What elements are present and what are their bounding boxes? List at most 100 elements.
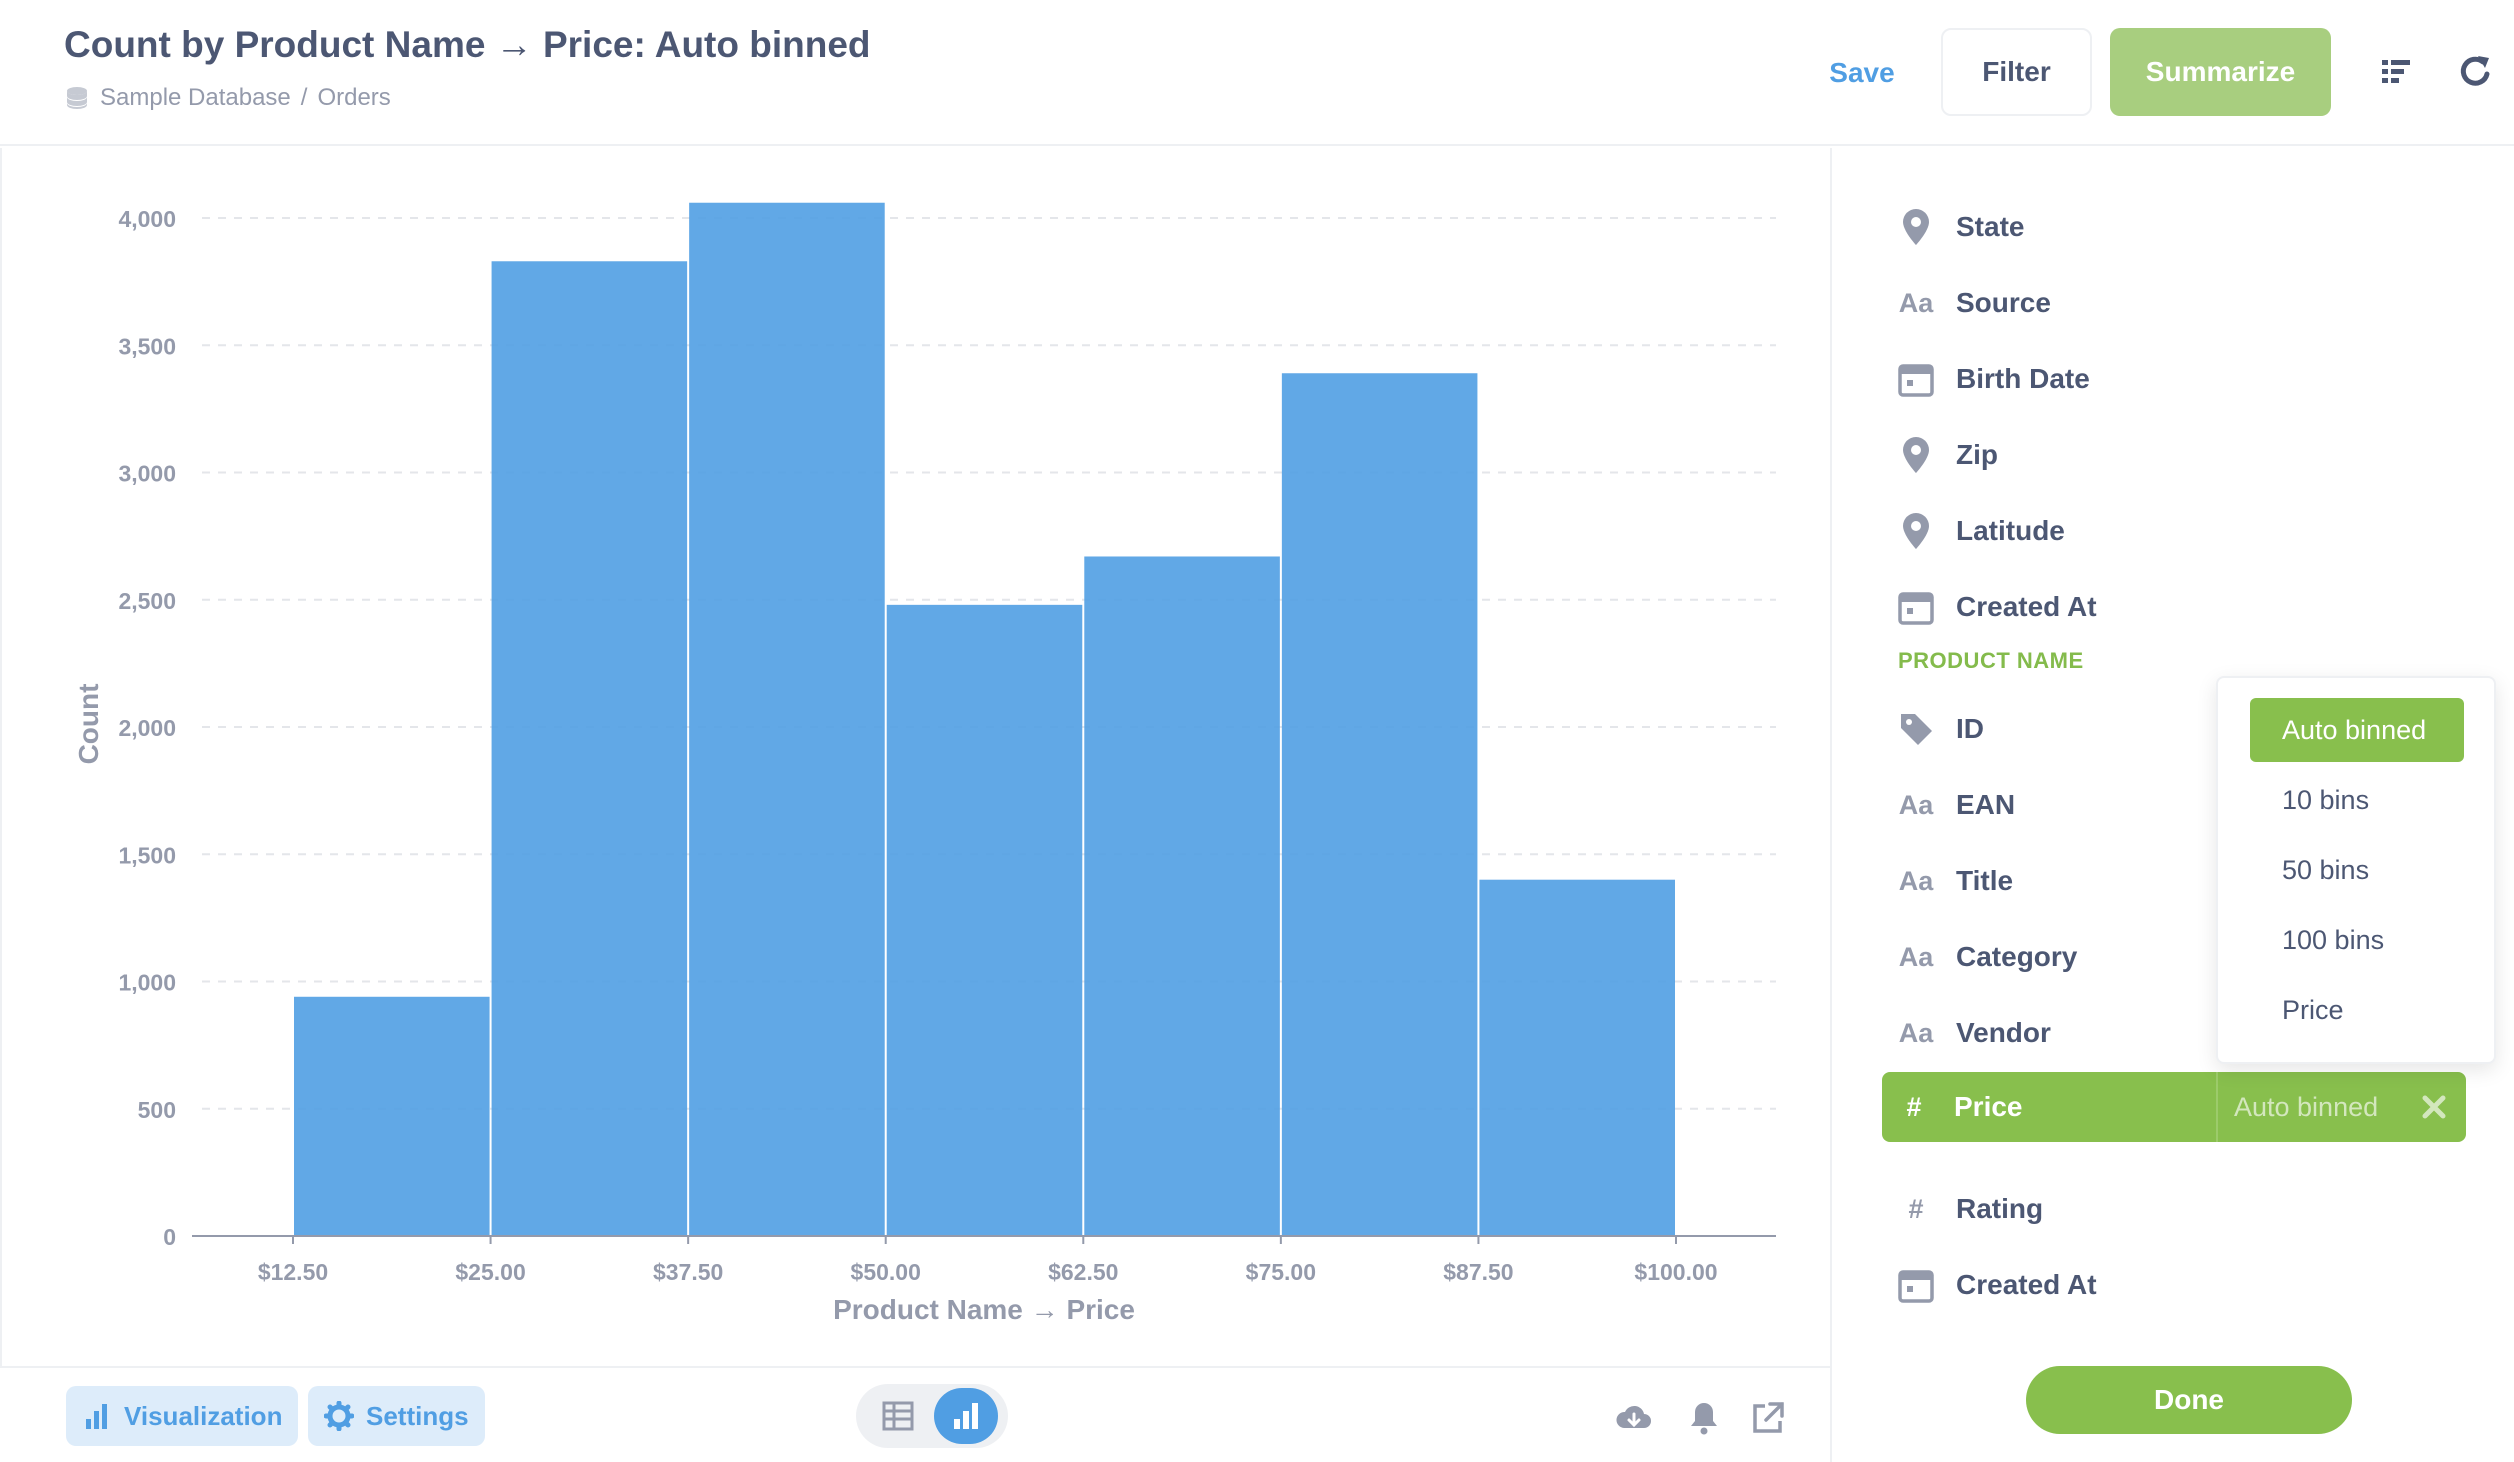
field-item-zip[interactable]: Zip [1896,430,1998,480]
database-icon [67,87,87,109]
refresh-icon[interactable] [2456,52,2496,92]
breadcrumb-database[interactable]: Sample Database [100,84,291,111]
done-button[interactable]: Done [2026,1366,2352,1434]
field-label: Category [1956,941,2078,972]
histogram-bar[interactable] [1281,373,1478,1236]
y-tick-label: 4,000 [118,206,176,232]
selected-field-label: Price [1954,1091,2023,1122]
settings-button[interactable]: Settings [308,1386,485,1446]
field-label: Created At [1956,591,2097,622]
field-item-ean[interactable]: Aa EAN [1896,780,2015,830]
bell-icon[interactable] [1684,1398,1724,1438]
field-label: Birth Date [1956,363,2090,394]
breadcrumb-separator: / [300,84,308,111]
field-label: Rating [1956,1193,2044,1224]
visualization-area: 0 500 1,000 1,500 2,000 2,500 3,000 3,500 4,000 … [0,148,1832,1366]
selected-field-price[interactable]: # Price Auto binned [1882,1072,2466,1142]
table-icon [882,1401,914,1431]
breadcrumb: Sample Database / Orders [64,84,391,112]
histogram-bar[interactable] [1479,879,1675,1236]
x-axis-label: Product Name → Price [833,1294,1135,1325]
view-toggle [856,1384,1008,1448]
field-label: Zip [1956,439,1998,470]
histogram-bar[interactable] [886,604,1083,1236]
field-item-created-at[interactable]: Created At [1896,1260,2097,1310]
field-label: Vendor [1956,1017,2051,1048]
filter-button[interactable]: Filter [1941,28,2092,116]
field-item-state[interactable]: State [1896,202,2024,252]
field-item-birth-date[interactable]: Birth Date [1896,354,2090,404]
histogram-bar[interactable] [1084,556,1280,1236]
field-label: ID [1956,713,1984,744]
y-tick-label: 500 [138,1097,176,1123]
summarize-button[interactable]: Summarize [2110,28,2331,116]
x-tick-label: $75.00 [1246,1259,1316,1285]
x-tick-label: $37.50 [653,1259,723,1285]
field-label: Title [1956,865,2014,896]
x-tick-label: $50.00 [851,1259,921,1285]
field-item-title[interactable]: Aa Title [1896,856,2013,906]
binning-option-100-bins[interactable]: 100 bins [2282,924,2385,955]
histogram-chart: 05001,0001,5002,0002,5003,0003,5004,000 … [73,202,1776,1325]
text-icon: Aa [1898,941,1934,972]
y-tick-label: 3,000 [118,461,176,487]
field-item-id[interactable]: ID [1896,704,1984,754]
save-button[interactable]: Save [1829,57,1895,88]
field-item-latitude[interactable]: Latitude [1896,506,2065,556]
histogram-bar[interactable] [491,261,688,1236]
calendar-icon [1896,1265,1936,1305]
table-view-toggle[interactable] [866,1388,930,1444]
share-icon[interactable] [1748,1398,1788,1438]
chart-view-toggle[interactable] [934,1388,998,1444]
query-header: Count by Product Name → Price: Auto binn… [0,0,2514,146]
field-label: Created At [1956,1269,2097,1300]
field-item-rating[interactable]: # Rating [1896,1184,2043,1234]
breadcrumb-table[interactable]: Orders [317,84,391,111]
histogram-bar[interactable] [294,996,490,1236]
x-tick-label: $62.50 [1048,1259,1118,1285]
query-footer: Visualization Settings [0,1366,1832,1462]
field-label: State [1956,211,2025,242]
binning-popover: Auto binned 10 bins 50 bins 100 bins Price [2216,676,2496,1064]
y-axis-label: Count [73,684,104,765]
text-icon: Aa [1898,789,1934,820]
y-tick-label: 1,500 [118,842,176,868]
binning-selector[interactable]: Auto binned [2216,1072,2466,1142]
binning-option-auto-binned[interactable]: Auto binned [2250,698,2464,762]
binning-option-price[interactable]: Price [2282,994,2344,1025]
text-icon: Aa [1898,1017,1934,1048]
field-item-vendor[interactable]: Aa Vendor [1896,1008,2051,1058]
y-tick-label: 2,000 [118,715,176,741]
binning-option-50-bins[interactable]: 50 bins [2282,854,2370,885]
number-icon: # [1906,1091,1922,1122]
page-title: Count by Product Name → Price: Auto binn… [64,24,871,65]
field-item-created-at[interactable]: Created At [1896,582,2097,632]
field-label: Source [1956,287,2051,318]
close-icon[interactable] [2416,1089,2452,1125]
download-icon[interactable] [1614,1398,1654,1438]
visualization-button[interactable]: Visualization [66,1386,299,1446]
y-tick-label: 0 [163,1224,176,1250]
bar-chart-icon [954,1403,978,1429]
y-tick-label: 2,500 [118,588,176,614]
y-tick-label: 1,000 [118,970,176,996]
bars [294,202,1675,1237]
notebook-editor-icon[interactable] [2376,52,2416,92]
histogram-bar[interactable] [689,202,885,1237]
section-label-product-name: PRODUCT NAME [1898,648,2084,673]
text-icon: Aa [1898,287,1934,318]
text-icon: Aa [1898,865,1934,896]
x-tick-label: $100.00 [1634,1259,1717,1285]
tag-icon [1896,709,1936,749]
field-item-category[interactable]: Aa Category [1896,932,2078,982]
field-label: EAN [1956,789,2016,820]
binning-option-10-bins[interactable]: 10 bins [2282,784,2370,815]
y-axis-ticks: 0 500 1,000 1,500 2,000 2,500 3,000 3,500 4,000 [118,206,176,1250]
visualization-label: Visualization [124,1400,283,1431]
calendar-icon [1896,587,1936,627]
x-tick-label: $12.50 [258,1259,328,1285]
location-pin-icon [1896,511,1936,551]
settings-label: Settings [366,1400,469,1431]
field-item-source[interactable]: Aa Source [1896,278,2051,328]
x-axis-ticks: $12.50 $25.00 $37.50 $50.00 $62.50 $75.00 $87.… [258,1236,1718,1285]
